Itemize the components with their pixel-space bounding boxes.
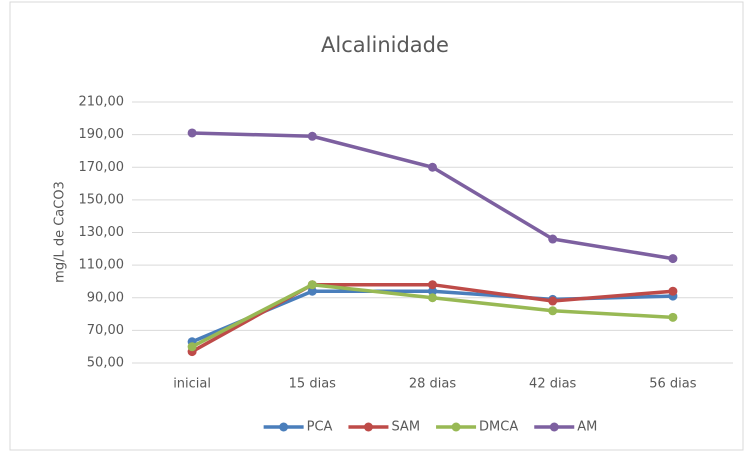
legend-label: AM — [577, 420, 597, 435]
legend-label: DMCA — [479, 420, 518, 435]
x-tick-label: inicial — [173, 377, 211, 392]
data-point — [428, 286, 437, 296]
legend-marker — [451, 422, 461, 432]
legend-marker — [279, 422, 289, 432]
data-point — [187, 128, 197, 138]
y-tick-label: 70,00 — [87, 323, 124, 338]
y-tick-label: 150,00 — [79, 192, 125, 207]
data-point — [307, 286, 317, 296]
x-tick-label: 15 dias — [289, 377, 337, 392]
y-tick-label: 210,00 — [79, 95, 125, 110]
data-point — [668, 312, 678, 322]
legend-label: PCA — [307, 420, 333, 435]
data-point — [548, 234, 558, 244]
data-point — [428, 162, 437, 172]
chart-frame — [9, 1, 744, 451]
legend-marker — [549, 422, 559, 432]
data-point — [428, 293, 437, 303]
y-tick-label: 50,00 — [87, 356, 124, 371]
x-tick-label: 56 dias — [649, 377, 697, 392]
y-tick-label: 170,00 — [79, 160, 125, 175]
data-point — [668, 254, 678, 264]
data-point — [187, 342, 197, 352]
data-point — [548, 306, 558, 316]
data-point — [428, 280, 437, 290]
chart-title: Alcalinidade — [321, 33, 449, 57]
legend-label: SAM — [391, 420, 420, 435]
legend-marker — [363, 422, 373, 432]
x-tick-label: 28 dias — [409, 377, 457, 392]
data-point — [307, 280, 317, 290]
data-point — [307, 131, 317, 141]
y-tick-label: 190,00 — [79, 127, 125, 142]
data-point — [668, 286, 678, 296]
data-point — [548, 296, 558, 306]
y-tick-label: 110,00 — [79, 258, 125, 273]
y-tick-label: 90,00 — [87, 290, 124, 305]
y-tick-label: 130,00 — [79, 225, 125, 240]
x-tick-label: 42 dias — [529, 377, 577, 392]
y-axis-label: mg/L de CaCO3 — [53, 181, 68, 283]
